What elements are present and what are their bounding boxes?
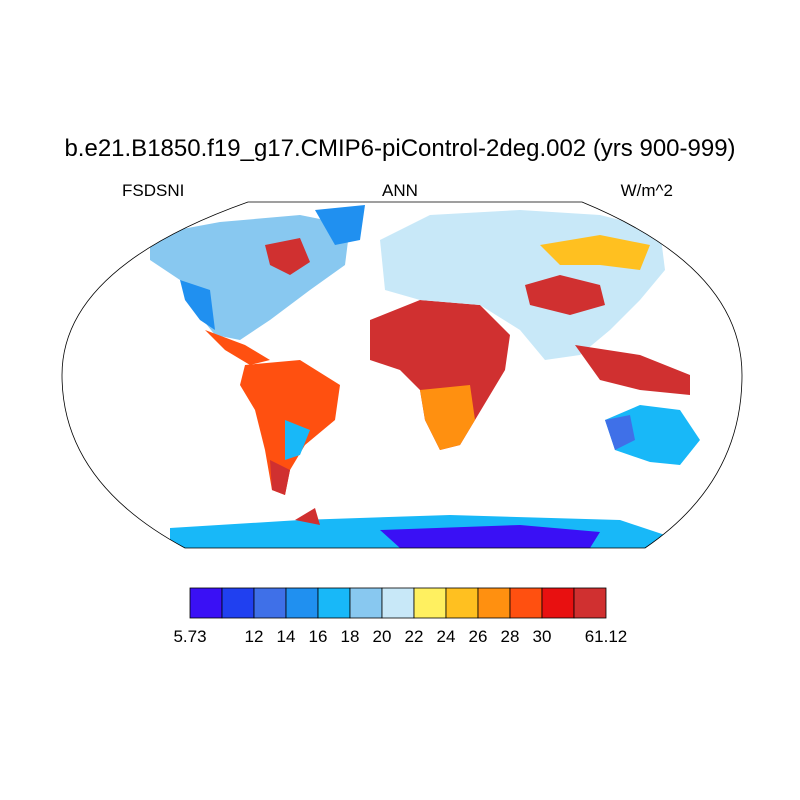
colorbar-box xyxy=(541,587,575,619)
land-region xyxy=(295,508,320,525)
land-region xyxy=(180,280,215,330)
colorbar-box xyxy=(381,587,415,619)
colorbar-box xyxy=(413,587,447,619)
land-region xyxy=(265,238,310,275)
colorbar-label: 14 xyxy=(277,627,296,646)
colorbar-label: 16 xyxy=(309,627,328,646)
land-region xyxy=(540,235,650,270)
colorbar-label: 26 xyxy=(469,627,488,646)
colorbar-box xyxy=(509,587,543,619)
colorbar-box xyxy=(573,587,607,619)
colorbar-box xyxy=(285,587,319,619)
map-outline xyxy=(61,201,743,549)
land-southeast-asia xyxy=(575,345,690,395)
colorbar-label: 61.12 xyxy=(585,627,628,646)
colorbar: 5.73 12 14 16 18 20 22 24 26 28 30 61.12 xyxy=(173,587,628,646)
land-region xyxy=(420,385,475,450)
colorbar-box xyxy=(445,587,479,619)
land-region xyxy=(285,420,310,460)
land-greenland xyxy=(315,205,365,245)
season-label: ANN xyxy=(382,181,418,200)
colorbar-box xyxy=(477,587,511,619)
colorbar-box xyxy=(189,587,223,619)
land-region xyxy=(380,525,600,548)
colorbar-label: 20 xyxy=(373,627,392,646)
land-region xyxy=(525,275,605,315)
map-field xyxy=(150,205,700,548)
colorbar-label: 12 xyxy=(245,627,264,646)
colorbar-box xyxy=(317,587,351,619)
land-region xyxy=(605,415,635,450)
units-label: W/m^2 xyxy=(621,181,673,200)
land-central-america xyxy=(205,330,270,365)
colorbar-label: 5.73 xyxy=(173,627,206,646)
colorbar-box xyxy=(349,587,383,619)
land-africa xyxy=(370,300,510,450)
colorbar-box xyxy=(221,587,255,619)
map-title: b.e21.B1850.f19_g17.CMIP6-piControl-2deg… xyxy=(64,135,735,162)
colorbar-label: 18 xyxy=(341,627,360,646)
variable-label: FSDSNI xyxy=(122,181,184,200)
land-region xyxy=(270,460,290,495)
colorbar-label: 22 xyxy=(405,627,424,646)
colorbar-label: 28 xyxy=(501,627,520,646)
colorbar-box xyxy=(253,587,287,619)
colorbar-label: 24 xyxy=(437,627,456,646)
colorbar-label: 30 xyxy=(533,627,552,646)
